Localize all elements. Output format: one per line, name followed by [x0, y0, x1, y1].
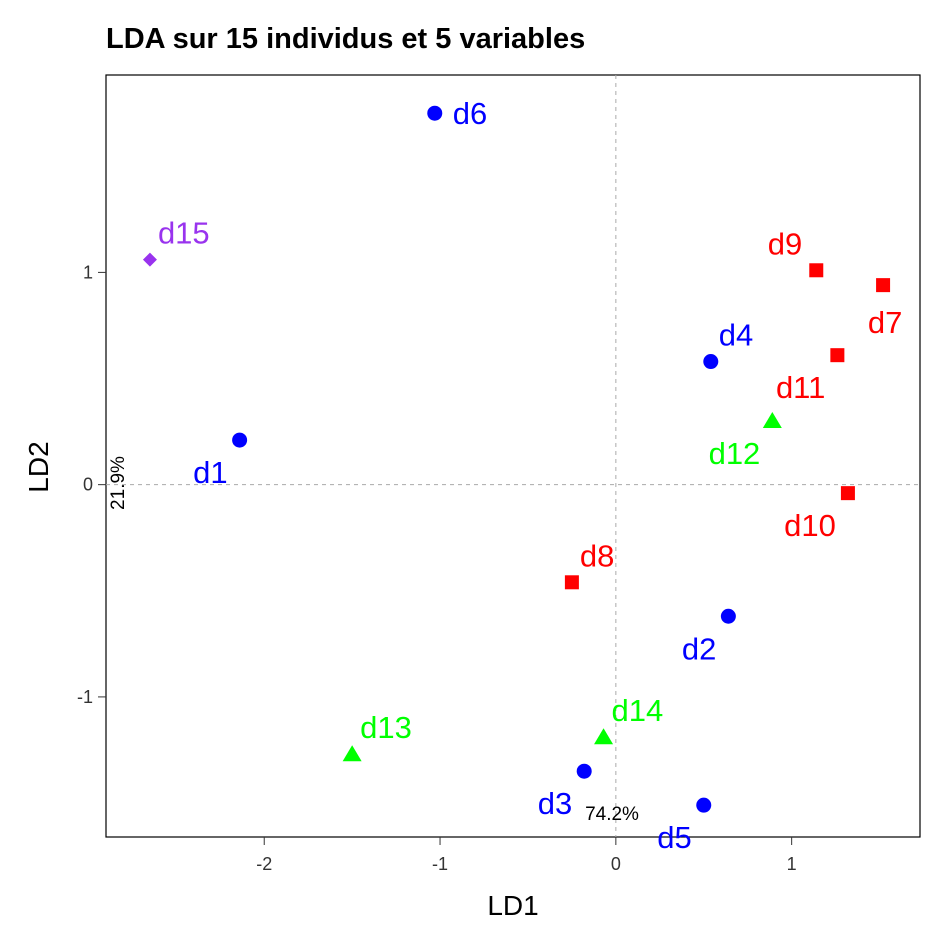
point-label-d4: d4: [719, 318, 753, 353]
point-label-d3: d3: [538, 786, 572, 821]
point-label-d13: d13: [360, 710, 412, 745]
point-d12: [762, 411, 782, 428]
point-label-d15: d15: [158, 216, 210, 251]
point-label-d6: d6: [453, 96, 487, 131]
point-label-d8: d8: [580, 538, 614, 573]
point-d1: [232, 432, 248, 448]
plot-frame: [105, 74, 921, 838]
point-label-d2: d2: [682, 631, 716, 666]
point-d15: [142, 252, 157, 267]
point-d7: [876, 278, 891, 293]
point-d3: [576, 763, 592, 779]
point-d4: [703, 354, 719, 370]
point-d11: [830, 348, 845, 363]
x-tick-label: 1: [787, 854, 797, 874]
x-axis-label: LD1: [487, 890, 538, 921]
x-tick-label: 0: [611, 854, 621, 874]
point-label-d10: d10: [784, 508, 836, 543]
plot-area: -2 -1 0 1 -1 0 1 d1 d2 d3 d4 d5 d6 d7 d8 d9 d10 d11 d12 d13…: [77, 74, 921, 874]
point-d5: [696, 797, 712, 813]
chart-title: LDA sur 15 individus et 5 variables: [106, 23, 585, 55]
point-d6: [427, 105, 443, 121]
point-label-d11: d11: [776, 370, 825, 405]
y-tick-label: 1: [83, 262, 93, 282]
x-tick-label: -2: [256, 854, 272, 874]
point-label-d9: d9: [768, 226, 802, 261]
point-d14: [594, 728, 614, 745]
point-label-d7: d7: [868, 305, 902, 340]
point-d10: [840, 486, 855, 501]
y-axis-label: LD2: [23, 441, 54, 492]
point-label-d1: d1: [193, 455, 227, 490]
point-d8: [564, 575, 579, 590]
point-label-d14: d14: [612, 693, 664, 728]
ld1-variance-label: 74.2%: [585, 804, 639, 825]
y-tick-label: -1: [77, 687, 93, 707]
y-tick-label: 0: [83, 475, 93, 495]
ld2-variance-label: 21.9%: [108, 456, 129, 510]
point-label-d12: d12: [709, 436, 761, 471]
point-d9: [809, 263, 824, 278]
x-tick-label: -1: [432, 854, 448, 874]
point-label-d5: d5: [657, 820, 691, 855]
point-d2: [720, 608, 736, 624]
point-d13: [342, 745, 362, 762]
